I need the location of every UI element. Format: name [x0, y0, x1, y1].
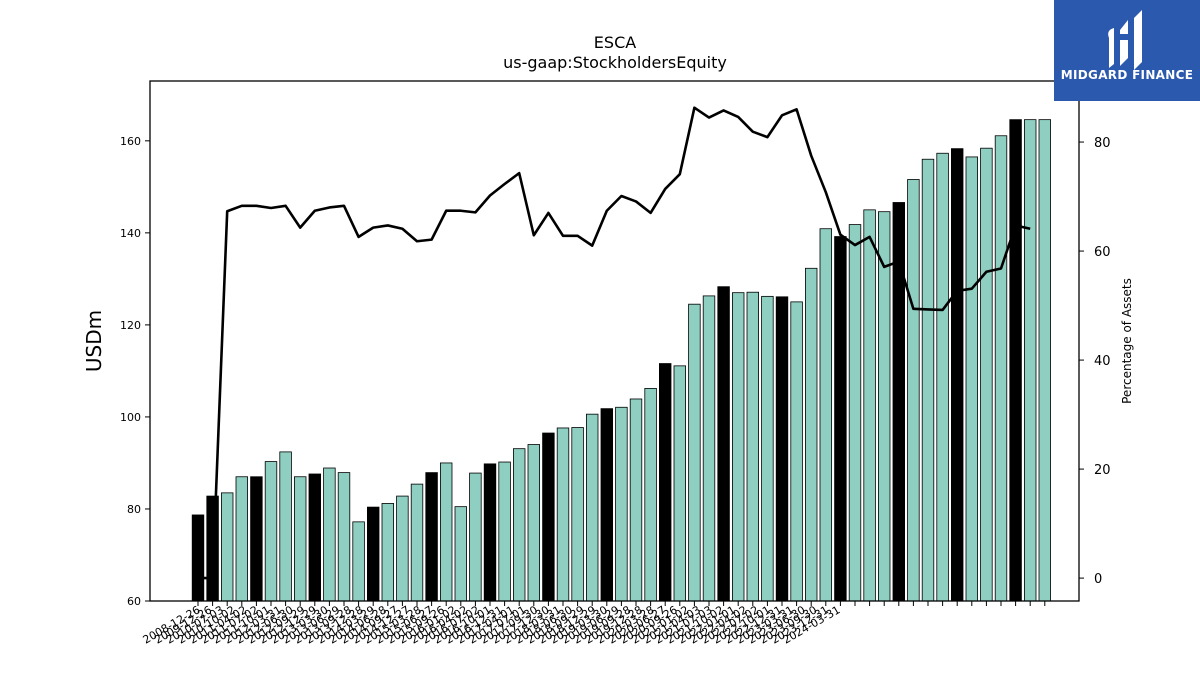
- y-tick-label-right-80: 80: [1094, 136, 1111, 151]
- y-tick-label-right-40: 40: [1094, 354, 1111, 369]
- y-tick-label-right-60: 60: [1094, 245, 1111, 260]
- line-series-layer: [198, 106, 1031, 580]
- bar-2011-07-02: [293, 476, 307, 602]
- y-tick-label-left-100: 100: [120, 411, 141, 424]
- bar-2021-04-03: [863, 209, 876, 602]
- bar-2022-12-31: [965, 156, 979, 602]
- bar-2013-03-30: [396, 495, 409, 602]
- bar-2010-07-03: [235, 476, 249, 602]
- bar-2016-07-02: [586, 413, 599, 602]
- bar-2014-09-27: [483, 463, 497, 602]
- bar-2020-06-27: [819, 228, 833, 602]
- bar-2017-12-30: [673, 365, 687, 602]
- plot-frame: [149, 80, 1080, 602]
- bar-2019-03-30: [746, 291, 760, 602]
- y-axis-left: 60 80 100 120 140 160: [120, 135, 150, 608]
- brand-name: MIDGARD FINANCE: [1060, 68, 1194, 82]
- brand-logo: MIDGARD FINANCE: [1054, 0, 1200, 101]
- y-tick-label-left-160: 160: [120, 135, 141, 148]
- bar-2017-07-01: [644, 387, 657, 602]
- y-axis-label-left: USDm: [82, 310, 106, 372]
- bar-2022-01-01: [907, 179, 920, 602]
- midgard-logo-icon: [1108, 10, 1142, 70]
- bar-2018-06-30: [702, 295, 716, 602]
- bar-2022-07-02: [936, 152, 949, 602]
- bar-2020-09-26: [834, 236, 847, 602]
- bar-2023-09-30: [1009, 119, 1022, 602]
- bar-2016-04-02: [571, 427, 584, 602]
- bar-2021-07-03: [878, 211, 891, 602]
- y-tick-label-right-0: 0: [1094, 572, 1102, 587]
- bar-2015-06-27: [527, 444, 541, 602]
- bar-2020-03-28: [805, 267, 818, 602]
- bar-2018-03-31: [688, 303, 701, 602]
- bar-2017-09-30: [659, 363, 672, 602]
- bar-2013-12-28: [439, 462, 453, 602]
- bar-2011-04-02: [279, 451, 292, 602]
- y-axis-right: 0 20 40 60 80: [1079, 136, 1111, 587]
- percentage-of-assets-line: [198, 106, 1031, 580]
- bar-2016-12-31: [615, 406, 628, 602]
- bar-2013-06-29: [410, 483, 424, 602]
- bar-2011-01-01: [264, 461, 278, 602]
- bar-2024-03-31: [1038, 119, 1052, 602]
- bar-2012-09-29: [366, 506, 380, 602]
- bar-2010-04-03: [220, 492, 234, 602]
- bar-2011-10-01: [308, 473, 322, 602]
- bar-2010-10-02: [250, 476, 263, 602]
- chart-title: ESCA: [594, 33, 636, 52]
- y-tick-label-right-20: 20: [1094, 463, 1111, 478]
- bar-2015-09-26: [542, 432, 555, 602]
- bar-2014-03-29: [454, 506, 468, 602]
- y-tick-label-left-140: 140: [120, 227, 141, 240]
- bar-2018-12-29: [732, 292, 745, 602]
- bar-2016-01-02: [556, 427, 570, 602]
- bar-2022-10-01: [951, 148, 964, 602]
- y-axis-label-right: Percentage of Assets: [1120, 278, 1134, 404]
- bar-2013-09-28: [425, 472, 438, 602]
- bar-2014-06-28: [469, 472, 482, 602]
- bar-2023-12-31: [1024, 119, 1037, 602]
- bar-2023-06-30: [994, 135, 1008, 602]
- bar-2019-09-28: [775, 296, 789, 602]
- bar-2018-09-29: [717, 286, 730, 602]
- bar-2008-12-26: [191, 514, 205, 602]
- bar-2023-03-31: [980, 147, 993, 602]
- bar-2011-12-31: [323, 467, 336, 602]
- bar-2019-06-29: [761, 295, 774, 602]
- bar-2021-01-02: [848, 224, 862, 602]
- bar-2017-04-01: [629, 398, 643, 602]
- bar-2014-12-27: [498, 461, 511, 602]
- bar-2022-04-02: [921, 158, 935, 602]
- bar-2012-12-29: [381, 503, 395, 602]
- y-tick-label-left-120: 120: [120, 319, 141, 332]
- y-tick-label-left-60: 60: [127, 595, 141, 608]
- bar-2012-06-30: [352, 521, 365, 602]
- bar-2012-03-31: [337, 472, 351, 602]
- bar-series: [191, 119, 1052, 602]
- bar-2015-03-28: [513, 448, 526, 602]
- x-axis: 2008-12-262009-12-262010-07-032010-10-02…: [141, 601, 1046, 647]
- bar-2019-12-28: [790, 301, 803, 602]
- y-tick-label-left-80: 80: [127, 503, 141, 516]
- bar-2016-10-01: [600, 408, 614, 602]
- chart-subtitle: us-gaap:StockholdersEquity: [503, 53, 727, 72]
